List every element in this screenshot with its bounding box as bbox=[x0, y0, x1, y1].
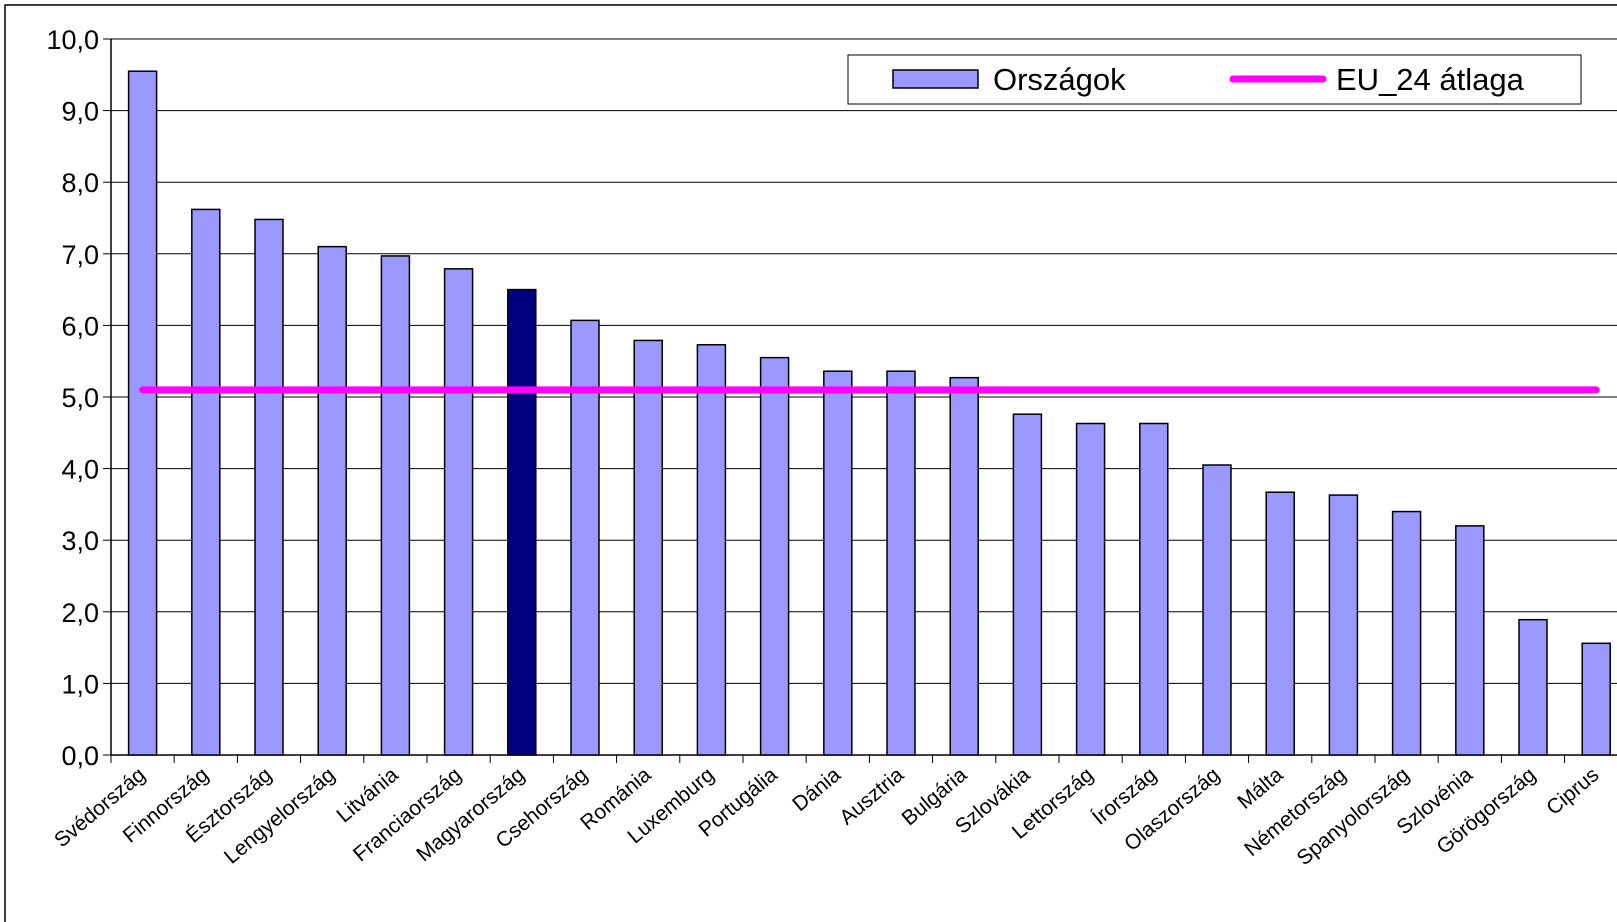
bar bbox=[633, 339, 663, 756]
legend-label: EU_24 átlaga bbox=[1336, 62, 1525, 97]
bar bbox=[823, 370, 853, 756]
bar bbox=[1202, 464, 1232, 756]
bar bbox=[1391, 510, 1422, 756]
y-tick-label: 9,0 bbox=[61, 97, 99, 127]
bar bbox=[127, 70, 158, 756]
bar bbox=[1012, 413, 1043, 756]
y-tick-label: 6,0 bbox=[61, 311, 99, 341]
bar bbox=[1518, 618, 1548, 756]
bar bbox=[886, 370, 916, 756]
bar bbox=[1075, 422, 1106, 756]
bar bbox=[1455, 525, 1485, 756]
y-tick-label: 3,0 bbox=[61, 526, 99, 556]
y-tick-label: 5,0 bbox=[61, 383, 99, 413]
legend-label: Országok bbox=[993, 62, 1126, 97]
y-tick-label: 8,0 bbox=[61, 168, 99, 198]
y-tick-label: 4,0 bbox=[61, 455, 99, 485]
bar bbox=[949, 376, 979, 756]
bar bbox=[254, 218, 284, 756]
bar bbox=[317, 245, 347, 756]
bar bbox=[507, 288, 537, 756]
bar bbox=[759, 356, 790, 756]
bar bbox=[380, 255, 411, 756]
bar bbox=[1265, 491, 1295, 756]
bar bbox=[1139, 422, 1169, 756]
legend: Országok EU_24 átlaga bbox=[847, 54, 1582, 105]
y-tick-label: 1,0 bbox=[61, 669, 99, 699]
bar bbox=[443, 268, 474, 756]
y-tick-label: 10,0 bbox=[46, 25, 99, 55]
bar bbox=[570, 319, 600, 756]
bar bbox=[1328, 494, 1359, 756]
bar bbox=[696, 343, 727, 756]
y-tick-label: 2,0 bbox=[61, 598, 99, 628]
y-tick-label: 7,0 bbox=[61, 240, 99, 270]
bar bbox=[1581, 642, 1611, 756]
bar bbox=[191, 208, 221, 756]
y-tick-label: 0,0 bbox=[61, 741, 99, 771]
legend-swatch bbox=[892, 69, 979, 89]
